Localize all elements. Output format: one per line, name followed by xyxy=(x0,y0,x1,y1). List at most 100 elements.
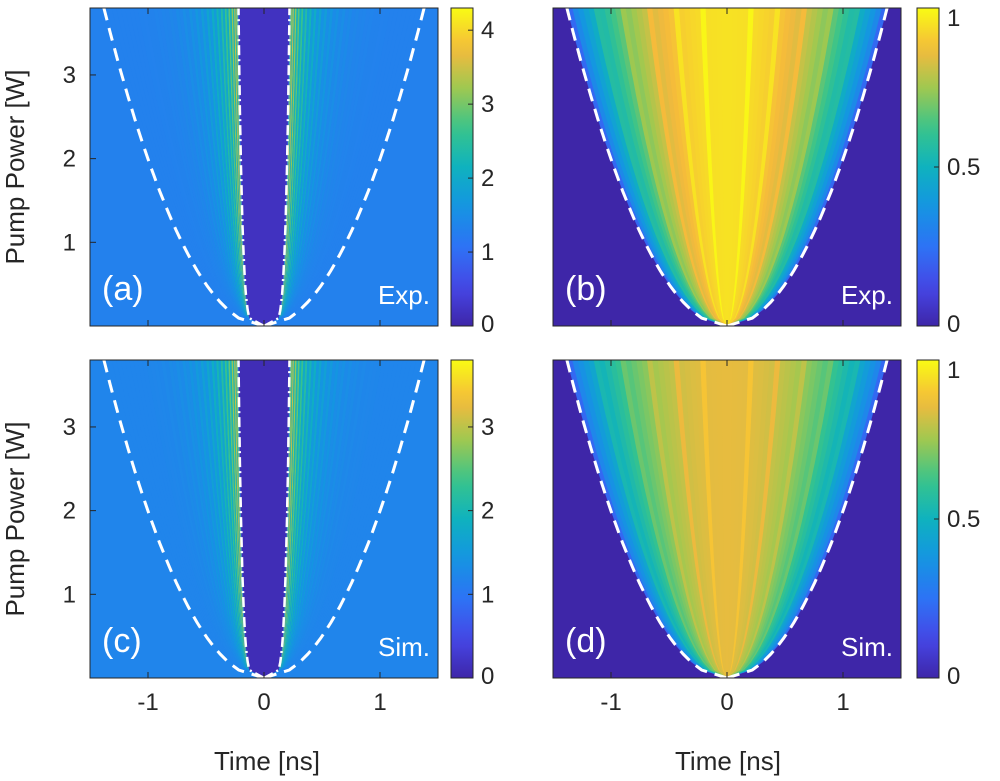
colorbar-tick-label-d: 0.5 xyxy=(947,506,980,533)
panel-b: (b) Exp. 0 0.5 1 xyxy=(552,5,980,338)
fringe-stripe-a xyxy=(264,8,302,326)
colorbar-tick-label-d: 0 xyxy=(947,663,960,690)
panel-c: -1 0 1 1 2 3 Pump Power [W] (c) Sim. 0 1 2 3 xyxy=(0,359,494,716)
y-axis-label-c: Pump Power [W] xyxy=(0,421,30,616)
envelope-dashed-line-a xyxy=(263,8,426,326)
fringe-stripe-c xyxy=(222,360,264,678)
fringe-stripe-c xyxy=(264,360,304,678)
colorbar-c xyxy=(450,359,474,679)
y-tick-label-c: 3 xyxy=(63,414,76,441)
colorbar-tick-label-d: 1 xyxy=(947,357,960,384)
fringe-stripe-c xyxy=(264,360,294,678)
panel-label-d: (d) xyxy=(565,622,607,660)
heatmap-d xyxy=(553,360,901,678)
x-tick-label-c: 0 xyxy=(257,689,270,716)
fringe-stripe-a xyxy=(224,8,264,326)
fringe-stripe-c xyxy=(264,360,306,678)
fringe-stripe-c xyxy=(264,360,343,678)
fringe-stripe-a xyxy=(182,8,264,326)
x-tick-label-c: 1 xyxy=(373,689,386,716)
colorbar-tick-label-b: 0 xyxy=(947,311,960,338)
envelope-dashed-line-c xyxy=(263,360,426,678)
heatmap-c xyxy=(90,360,438,678)
colorbar-tick-label-c: 3 xyxy=(481,414,494,441)
fringe-stripe-a xyxy=(232,8,264,326)
fringe-stripe-c xyxy=(220,360,264,678)
fringe-stripe-a xyxy=(264,8,308,326)
panel-source-b: Exp. xyxy=(841,280,893,310)
fringe-stripe-c xyxy=(185,360,264,678)
envelope-dashed-line-a xyxy=(102,8,265,326)
fringe-stripe-c xyxy=(264,360,302,678)
fringe-stripe-c xyxy=(234,360,264,678)
panel-d: -1 0 1 (d) Sim. 0 0.5 1 xyxy=(552,357,980,716)
envelope-dashed-line-d xyxy=(726,360,889,678)
heatmap-a xyxy=(90,8,438,326)
x-tick-label-d: -1 xyxy=(600,689,621,716)
fringe-stripe-c xyxy=(264,360,296,678)
fringe-stripe-c xyxy=(232,360,264,678)
fringe-stripe-a xyxy=(264,8,346,326)
fringe-stripe-a xyxy=(264,8,343,326)
colorbar-tick-label-a: 1 xyxy=(481,239,494,266)
y-axis-label-a: Pump Power [W] xyxy=(0,69,30,264)
fringe-stripe-a xyxy=(178,8,264,326)
panel-source-c: Sim. xyxy=(378,632,430,662)
colorbar-tick-label-a: 2 xyxy=(481,165,494,192)
x-axis-label-left: Time [ns] xyxy=(214,746,320,776)
panel-a: 1 2 3 Pump Power [W] (a) Exp. 0 1 2 3 4 xyxy=(0,7,494,338)
colorbar-tick-label-b: 0.5 xyxy=(947,154,980,181)
heatmap-b xyxy=(553,8,901,326)
fringe-stripe-c xyxy=(178,360,264,678)
dark-core-c xyxy=(238,360,290,678)
panel-label-c: (c) xyxy=(102,622,142,660)
envelope-dashed-line-c xyxy=(102,360,265,678)
colorbar-tick-label-a: 0 xyxy=(481,311,494,338)
panel-label-a: (a) xyxy=(102,270,144,308)
fringe-stripe-c xyxy=(226,360,264,678)
envelope-band-d xyxy=(721,360,733,678)
y-tick-label-a: 2 xyxy=(63,146,76,173)
envelope-dashed-line-b xyxy=(726,8,889,326)
y-tick-label-a: 3 xyxy=(63,62,76,89)
colorbar-tick-label-a: 4 xyxy=(481,17,494,44)
x-tick-label-d: 1 xyxy=(836,689,849,716)
envelope-dashed-line-b xyxy=(565,8,728,326)
fringe-stripe-a xyxy=(264,8,304,326)
colorbar-tick-label-c: 1 xyxy=(481,581,494,608)
fringe-stripe-c xyxy=(264,360,308,678)
panel-label-b: (b) xyxy=(565,270,607,308)
fringe-stripe-a xyxy=(185,8,264,326)
y-tick-label-c: 1 xyxy=(63,581,76,608)
fringe-stripe-a xyxy=(220,8,264,326)
fringe-stripe-c xyxy=(264,360,350,678)
fringe-stripe-c xyxy=(264,360,346,678)
fringe-stripe-a xyxy=(264,8,350,326)
colorbar-tick-label-a: 3 xyxy=(481,91,494,118)
envelope-dashed-line-d xyxy=(565,360,728,678)
fringe-stripe-a xyxy=(226,8,264,326)
x-tick-label-d: 0 xyxy=(720,689,733,716)
colorbar-tick-label-c: 2 xyxy=(481,498,494,525)
fringe-stripe-c xyxy=(182,360,264,678)
fringe-stripe-a xyxy=(264,8,296,326)
inner-boundary-line-c xyxy=(237,360,265,678)
fringe-stripe-a xyxy=(222,8,264,326)
fringe-stripe-a xyxy=(264,8,294,326)
colorbar-tick-label-c: 0 xyxy=(481,663,494,690)
panel-source-d: Sim. xyxy=(841,632,893,662)
inner-boundary-line-a xyxy=(263,8,291,326)
y-tick-label-c: 2 xyxy=(63,498,76,525)
fringe-stripe-a xyxy=(234,8,264,326)
inner-boundary-line-c xyxy=(263,360,291,678)
y-tick-label-a: 1 xyxy=(63,229,76,256)
x-tick-label-c: -1 xyxy=(137,689,158,716)
inner-boundary-line-a xyxy=(237,8,265,326)
x-axis-label-right: Time [ns] xyxy=(675,746,781,776)
colorbar-tick-label-b: 1 xyxy=(947,5,960,32)
fringe-stripe-a xyxy=(264,8,306,326)
fringe-stripe-c xyxy=(224,360,264,678)
dark-core-a xyxy=(238,8,290,326)
envelope-band-b xyxy=(721,8,733,326)
